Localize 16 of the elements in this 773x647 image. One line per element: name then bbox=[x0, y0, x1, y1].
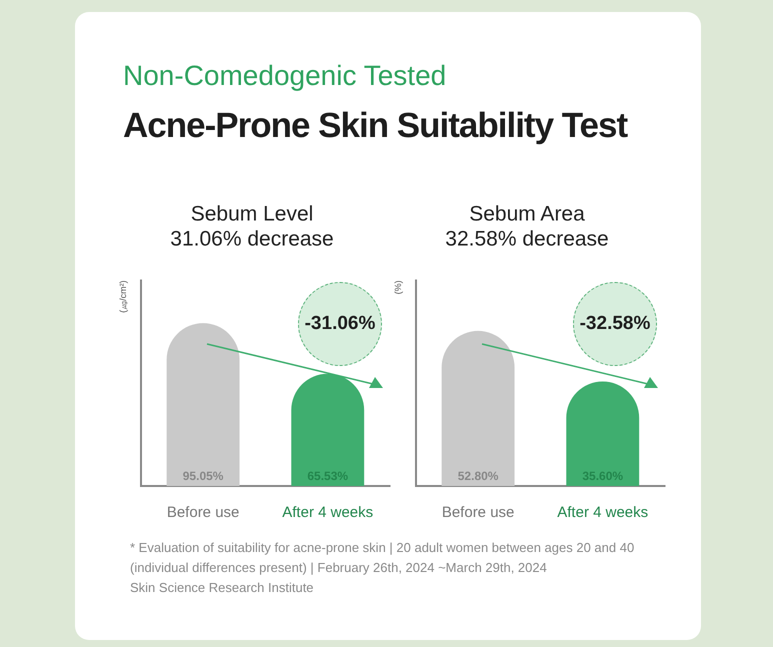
y-axis-title: (%) bbox=[392, 280, 403, 294]
x-tick-label: After 4 weeks bbox=[282, 504, 374, 522]
x-tick-label: After 4 weeks bbox=[557, 504, 648, 522]
x-tick-label: Before use bbox=[442, 504, 514, 522]
text: * Evaluation of suitability for acne-prone skin | 20 adult women between ages 20 and 40 (individual differences present) | February 26th, 2024 ~March 29th, 2024 bbox=[130, 539, 636, 577]
y-axis-title: (㎍/cm²) bbox=[118, 280, 128, 313]
chart-subtitle: 31.06% decrease bbox=[170, 228, 334, 251]
x-tick-label: Before use bbox=[166, 504, 240, 522]
text: Skin Science Research Institute bbox=[130, 579, 315, 597]
chart-title: Sebum Level bbox=[190, 202, 314, 226]
chart-subtitle: 32.58% decrease bbox=[445, 228, 609, 251]
text: Non-Comedogenic Tested bbox=[123, 60, 448, 92]
data-label: 52.80% bbox=[458, 469, 499, 483]
text: Acne-Prone Skin Suitability Test bbox=[123, 106, 628, 146]
chart-title: Sebum Area bbox=[469, 202, 586, 226]
data-label: 95.05% bbox=[182, 469, 224, 483]
